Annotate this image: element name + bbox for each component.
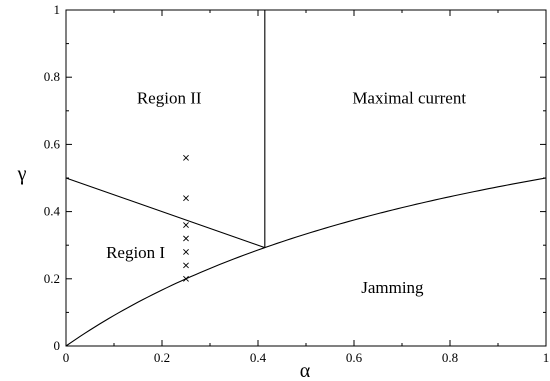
data-point-x-marker xyxy=(183,235,189,242)
y-tick-label: 0.6 xyxy=(44,136,61,151)
jamming-boundary-line xyxy=(65,177,547,347)
data-point-x-marker xyxy=(183,249,189,255)
y-tick-label: 1 xyxy=(54,2,61,17)
plot-frame xyxy=(65,9,547,347)
region-label: Jamming xyxy=(361,278,424,297)
data-point-x-marker xyxy=(183,222,189,228)
x-tick-label: 0.6 xyxy=(346,350,363,365)
y-tick-label: 0 xyxy=(54,338,61,353)
data-point-x-marker xyxy=(183,154,189,161)
x-tick-label: 1 xyxy=(543,350,550,365)
x-tick-label: 0 xyxy=(63,350,70,365)
data-point-x-marker xyxy=(183,195,189,202)
x-axis-label: α xyxy=(300,360,311,381)
y-axis-label: γ xyxy=(17,163,27,185)
region-label: Region I xyxy=(106,243,165,262)
y-tick-label: 0.8 xyxy=(44,69,60,84)
region-boundary-diagonal-line xyxy=(65,177,266,249)
data-point-x-marker xyxy=(183,275,189,282)
data-point-x-marker xyxy=(183,262,189,269)
region-label: Region II xyxy=(137,88,202,107)
x-tick-label: 0.8 xyxy=(442,350,458,365)
x-tick-label: 0.2 xyxy=(154,350,170,365)
y-tick-label: 0.2 xyxy=(44,271,60,286)
y-tick-label: 0.4 xyxy=(44,204,61,219)
region-label: Maximal current xyxy=(352,88,466,107)
x-tick-label: 0.4 xyxy=(250,350,267,365)
